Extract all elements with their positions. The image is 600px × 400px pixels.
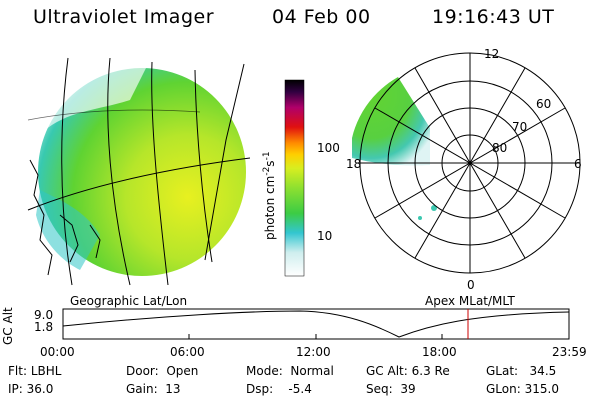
altitude-tick-max: 9.0 — [34, 308, 54, 322]
mode-status: Mode: Normal — [246, 364, 334, 378]
mlat-label-60: 60 — [536, 97, 552, 111]
ip-status: IP: 36.0 — [8, 382, 54, 396]
time-tick-1800: 18:00 — [422, 345, 457, 359]
mlt-label-12: 12 — [484, 47, 500, 61]
geo-longitude-status: GLon: 315.0 — [486, 382, 559, 396]
mlt-label-6: 6 — [574, 157, 582, 171]
polar-spoke — [414, 67, 526, 259]
sequence-status: Seq: 39 — [366, 382, 416, 396]
time-tick-0000: 00:00 — [40, 345, 75, 359]
parallel-line — [27, 109, 201, 121]
meridian-line — [61, 57, 73, 286]
colorbar-tick-100: 100 — [317, 141, 340, 155]
meridian-line — [204, 63, 245, 261]
time-tick-1200: 12:00 — [296, 345, 331, 359]
auroral-emission — [352, 77, 430, 166]
meridian-line — [151, 61, 169, 286]
meridian-line — [107, 57, 131, 286]
observation-date: 04 Feb 00 — [272, 6, 371, 28]
gc-altitude-status: GC Alt: 6.3 Re — [366, 364, 450, 378]
altitude-trace — [62, 310, 570, 338]
gain-status: Gain: 13 — [126, 382, 181, 396]
instrument-title: Ultraviolet Imager — [33, 6, 215, 28]
mlt-label-18: 18 — [346, 157, 362, 171]
parallel-line — [27, 157, 250, 211]
door-status: Door: Open — [126, 364, 199, 378]
dsp-status: Dsp: -5.4 — [246, 382, 312, 396]
emission-spot — [431, 205, 437, 211]
emission-spot — [418, 216, 422, 220]
mlat-label-70: 70 — [512, 120, 528, 134]
mlat-label-80: 80 — [492, 141, 508, 155]
filter-status: Flt: LBHL — [8, 364, 62, 378]
colorbar-gradient — [284, 79, 305, 277]
geo-latitude-status: GLat: 34.5 — [486, 364, 557, 378]
geographic-panel-label: Geographic Lat/Lon — [70, 294, 188, 308]
time-tick-2359: 23:59 — [552, 345, 587, 359]
dayglow-white-region — [40, 57, 150, 130]
coastline — [29, 159, 101, 276]
observation-time: 19:16:43 UT — [432, 6, 555, 28]
mlt-label-0: 0 — [467, 278, 475, 292]
cyan-region — [36, 190, 100, 270]
altitude-tick-min: 1.8 — [34, 320, 54, 334]
colorbar-tick-10: 10 — [317, 229, 333, 243]
time-tick-0600: 06:00 — [170, 345, 205, 359]
colorbar — [284, 79, 305, 277]
magnetic-panel-label: Apex MLat/MLT — [425, 294, 515, 308]
